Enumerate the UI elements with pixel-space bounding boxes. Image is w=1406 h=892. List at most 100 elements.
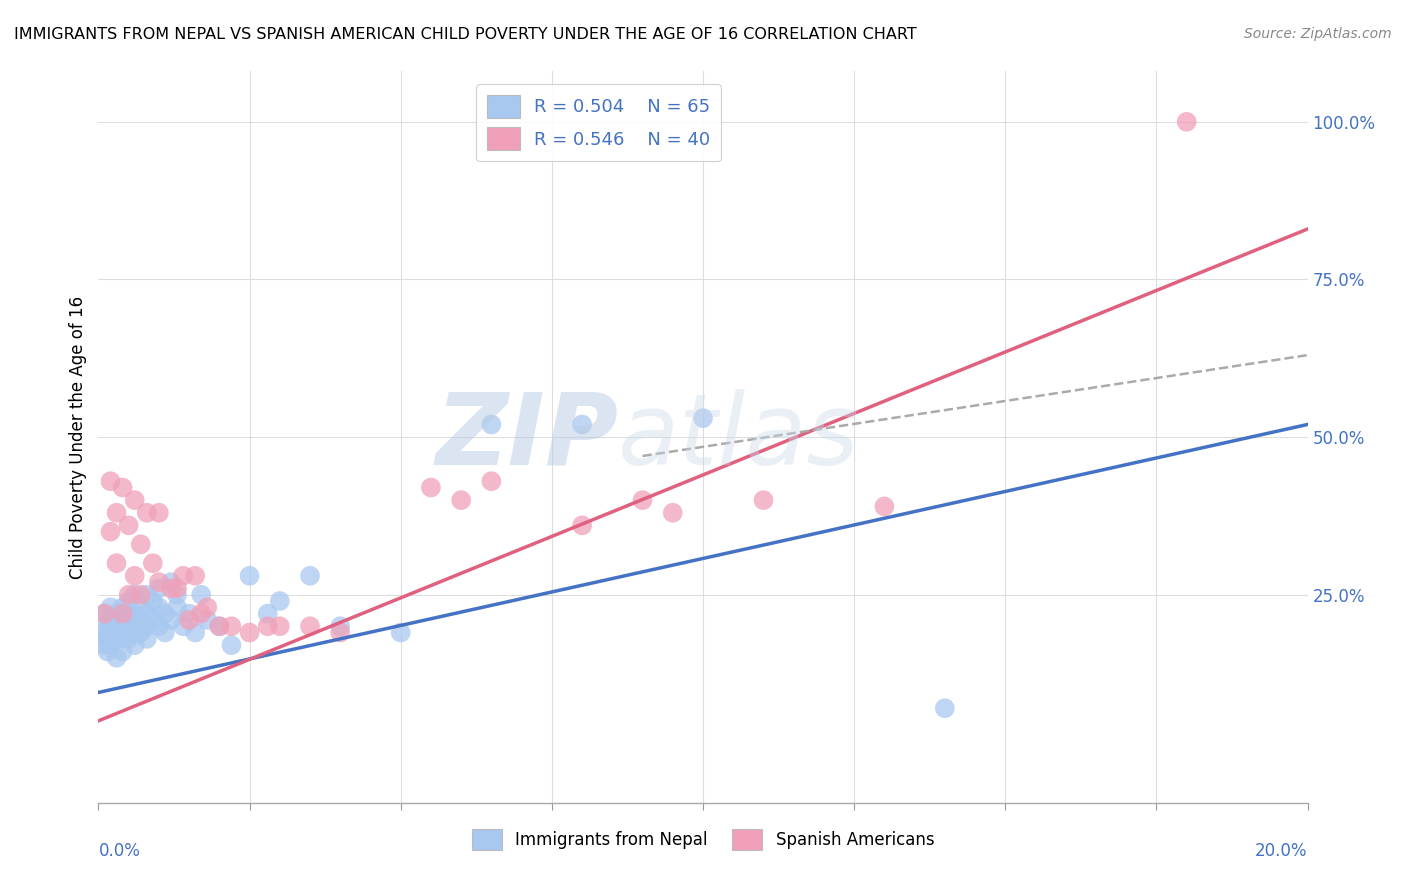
Point [135,607,157,621]
Point [256,619,278,633]
Point [481,417,503,432]
Point [661,506,683,520]
Point [94,632,117,646]
Point [105,632,128,646]
Point [160,613,183,627]
Point [124,638,146,652]
Text: 20.0%: 20.0% [1256,842,1308,860]
Point [124,588,146,602]
Point [752,493,775,508]
Point [105,607,128,621]
Point [389,625,412,640]
Point [190,588,212,602]
Point [111,613,134,627]
Point [179,607,201,621]
Point [90,625,112,640]
Point [450,493,472,508]
Point [105,619,128,633]
Point [873,500,896,514]
Point [148,575,170,590]
Point [100,613,122,627]
Point [111,607,134,621]
Point [153,625,176,640]
Point [166,600,188,615]
Point [934,701,956,715]
Text: atlas: atlas [619,389,860,485]
Point [179,613,201,627]
Y-axis label: Child Poverty Under the Age of 16: Child Poverty Under the Age of 16 [69,295,87,579]
Point [118,518,141,533]
Point [100,625,122,640]
Point [172,619,194,633]
Point [129,588,152,602]
Point [160,582,183,596]
Point [1175,115,1198,129]
Point [118,625,141,640]
Text: ZIP: ZIP [436,389,619,485]
Point [124,569,146,583]
Point [93,607,115,621]
Point [481,474,503,488]
Point [129,625,152,640]
Point [420,481,443,495]
Point [269,619,291,633]
Point [299,619,322,633]
Point [103,619,125,633]
Point [124,607,146,621]
Point [135,506,157,520]
Point [256,607,278,621]
Point [105,506,128,520]
Point [269,594,291,608]
Point [221,619,243,633]
Point [93,607,115,621]
Point [124,625,146,640]
Point [111,600,134,615]
Point [118,632,141,646]
Point [111,632,134,646]
Point [129,537,152,551]
Point [129,613,152,627]
Point [129,600,152,615]
Point [329,625,352,640]
Legend: Immigrants from Nepal, Spanish Americans: Immigrants from Nepal, Spanish Americans [465,822,941,856]
Point [118,607,141,621]
Point [239,625,262,640]
Point [135,632,157,646]
Point [96,644,118,658]
Point [100,638,122,652]
Point [184,625,207,640]
Point [135,619,157,633]
Point [190,607,212,621]
Point [184,569,207,583]
Point [100,600,122,615]
Point [299,569,322,583]
Point [108,625,131,640]
Point [153,607,176,621]
Point [142,594,165,608]
Point [105,650,128,665]
Point [208,619,231,633]
Point [93,619,115,633]
Point [148,582,170,596]
Point [692,411,714,425]
Point [631,493,654,508]
Point [160,575,183,590]
Point [166,582,188,596]
Text: 0.0%: 0.0% [98,842,141,860]
Point [221,638,243,652]
Point [239,569,262,583]
Point [118,588,141,602]
Text: IMMIGRANTS FROM NEPAL VS SPANISH AMERICAN CHILD POVERTY UNDER THE AGE OF 16 CORR: IMMIGRANTS FROM NEPAL VS SPANISH AMERICA… [14,27,917,42]
Point [105,556,128,570]
Point [118,619,141,633]
Point [111,481,134,495]
Point [100,524,122,539]
Point [166,588,188,602]
Point [571,417,593,432]
Point [135,588,157,602]
Point [148,506,170,520]
Point [111,619,134,633]
Point [195,613,218,627]
Point [208,619,231,633]
Point [148,600,170,615]
